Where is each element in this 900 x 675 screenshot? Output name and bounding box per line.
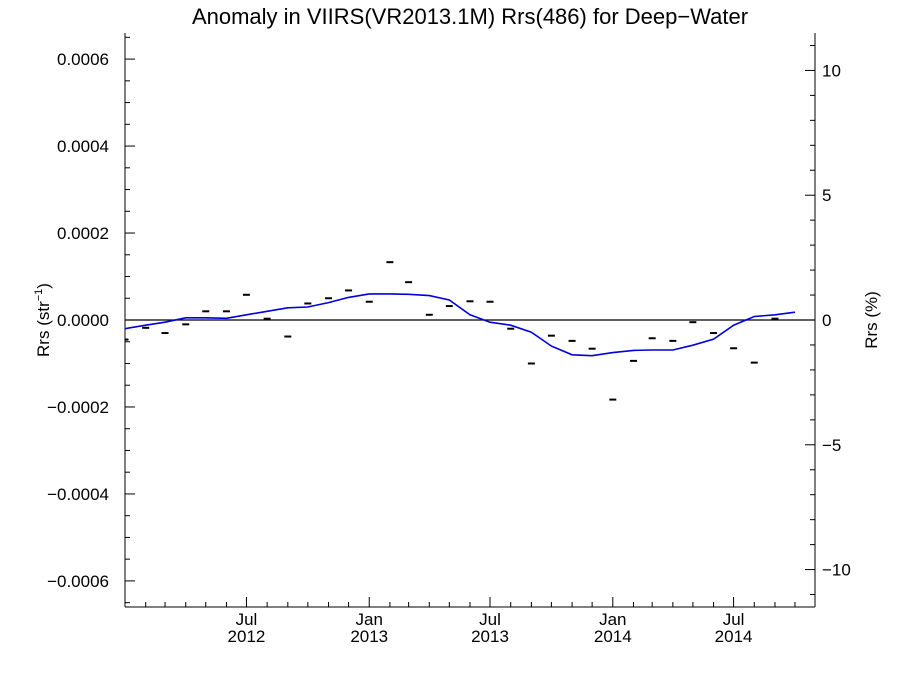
y-right-tick-label: 5	[822, 186, 831, 205]
y-right-tick-label: 10	[822, 61, 841, 80]
y-left-tick-label: 0.0006	[57, 50, 109, 69]
x-tick-label-month: Jul	[723, 610, 745, 629]
x-tick-label-month: Jan	[599, 610, 626, 629]
smoothed-anomaly-line	[125, 293, 796, 357]
plot-marks	[125, 261, 815, 401]
y-left-tick-label: 0.0002	[57, 224, 109, 243]
y-axis-label-left-close: )	[34, 283, 53, 289]
x-tick-label-month: Jul	[479, 610, 501, 629]
y-right-tick-label: −5	[822, 436, 841, 455]
y-axis-label-left: Rrs (str−1)	[33, 283, 53, 357]
y-axis-label-left-superscript: −1	[33, 289, 45, 302]
x-tick-label-month: Jul	[236, 610, 258, 629]
y-left-tick-label: −0.0004	[47, 485, 109, 504]
x-tick-label-year: 2014	[715, 627, 753, 646]
x-tick-label-year: 2013	[350, 627, 388, 646]
x-tick-label-month: Jan	[356, 610, 383, 629]
y-left-tick-label: 0.0000	[57, 311, 109, 330]
x-tick-label-year: 2012	[228, 627, 266, 646]
y-left-tick-label: 0.0004	[57, 137, 109, 156]
y-left-tick-label: −0.0006	[47, 572, 109, 591]
x-tick-label-year: 2013	[471, 627, 509, 646]
y-left-tick-label: −0.0002	[47, 398, 109, 417]
y-right-tick-label: −10	[822, 561, 851, 580]
y-axis-label-right: Rrs (%)	[862, 291, 881, 349]
y-right-tick-label: 0	[822, 311, 831, 330]
x-tick-label-year: 2014	[594, 627, 632, 646]
axis-ticks: 0.0006 0.0004 0.0002 0.0000 −0.0002 −0.0004 −0…	[47, 36, 851, 646]
chart-title: Anomaly in VIIRS(VR2013.1M) Rrs(486) for…	[192, 4, 748, 29]
y-axis-label-left-text: Rrs (str	[34, 301, 53, 357]
